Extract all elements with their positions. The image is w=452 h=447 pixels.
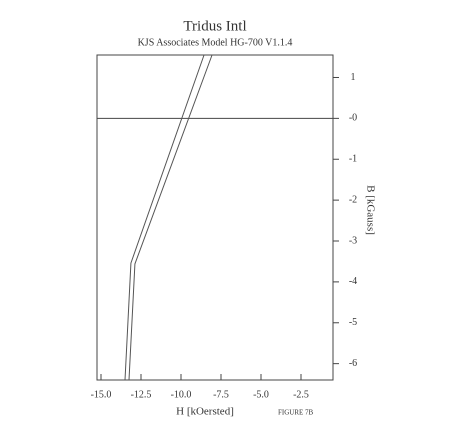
y-tick-label: -4 bbox=[349, 276, 357, 287]
y-tick-label: -6 bbox=[349, 358, 357, 369]
y-axis-label: B [kGauss] bbox=[364, 185, 376, 235]
y-tick-label: 1 bbox=[351, 72, 356, 83]
x-tick-label: -7.5 bbox=[213, 389, 229, 400]
x-tick-label: -2.5 bbox=[293, 389, 309, 400]
x-tick-label: -10.0 bbox=[171, 389, 192, 400]
y-tick-label: -1 bbox=[349, 154, 357, 165]
y-tick-label: -5 bbox=[349, 317, 357, 328]
x-tick-label: -12.5 bbox=[131, 389, 152, 400]
y-tick-label: -0 bbox=[349, 113, 357, 124]
y-tick-label: -2 bbox=[349, 194, 357, 205]
series-line bbox=[124, 54, 205, 381]
x-tick-label: -5.0 bbox=[253, 389, 269, 400]
y-tick-label: -3 bbox=[349, 235, 357, 246]
annotation: FIGURE 7B bbox=[278, 409, 314, 417]
series-line bbox=[128, 54, 213, 381]
plot-frame bbox=[96, 54, 334, 381]
chart-title: Tridus Intl bbox=[183, 18, 246, 34]
x-tick-label: -15.0 bbox=[91, 389, 112, 400]
chart-subtitle: KJS Associates Model HG-700 V1.1.4 bbox=[138, 37, 293, 48]
x-axis-label: H [kOersted] bbox=[176, 406, 234, 418]
